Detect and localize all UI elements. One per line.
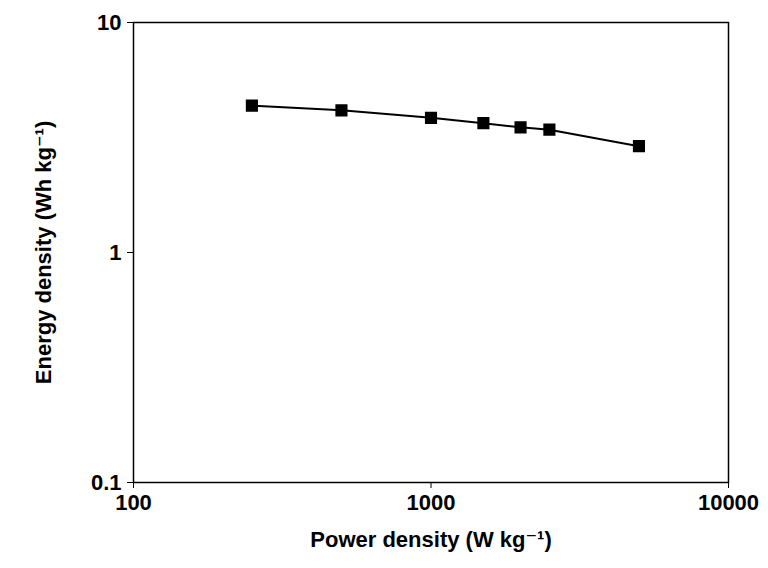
svg-text:10: 10 bbox=[97, 10, 121, 35]
svg-text:10000: 10000 bbox=[698, 490, 759, 515]
svg-text:Energy density (Wh kg⁻¹): Energy density (Wh kg⁻¹) bbox=[31, 121, 56, 384]
svg-text:1000: 1000 bbox=[407, 490, 456, 515]
svg-text:1: 1 bbox=[109, 240, 121, 265]
svg-text:100: 100 bbox=[115, 490, 152, 516]
svg-text:Power density (W kg⁻¹): Power density (W kg⁻¹) bbox=[310, 527, 551, 552]
svg-text:0.1: 0.1 bbox=[91, 470, 122, 495]
